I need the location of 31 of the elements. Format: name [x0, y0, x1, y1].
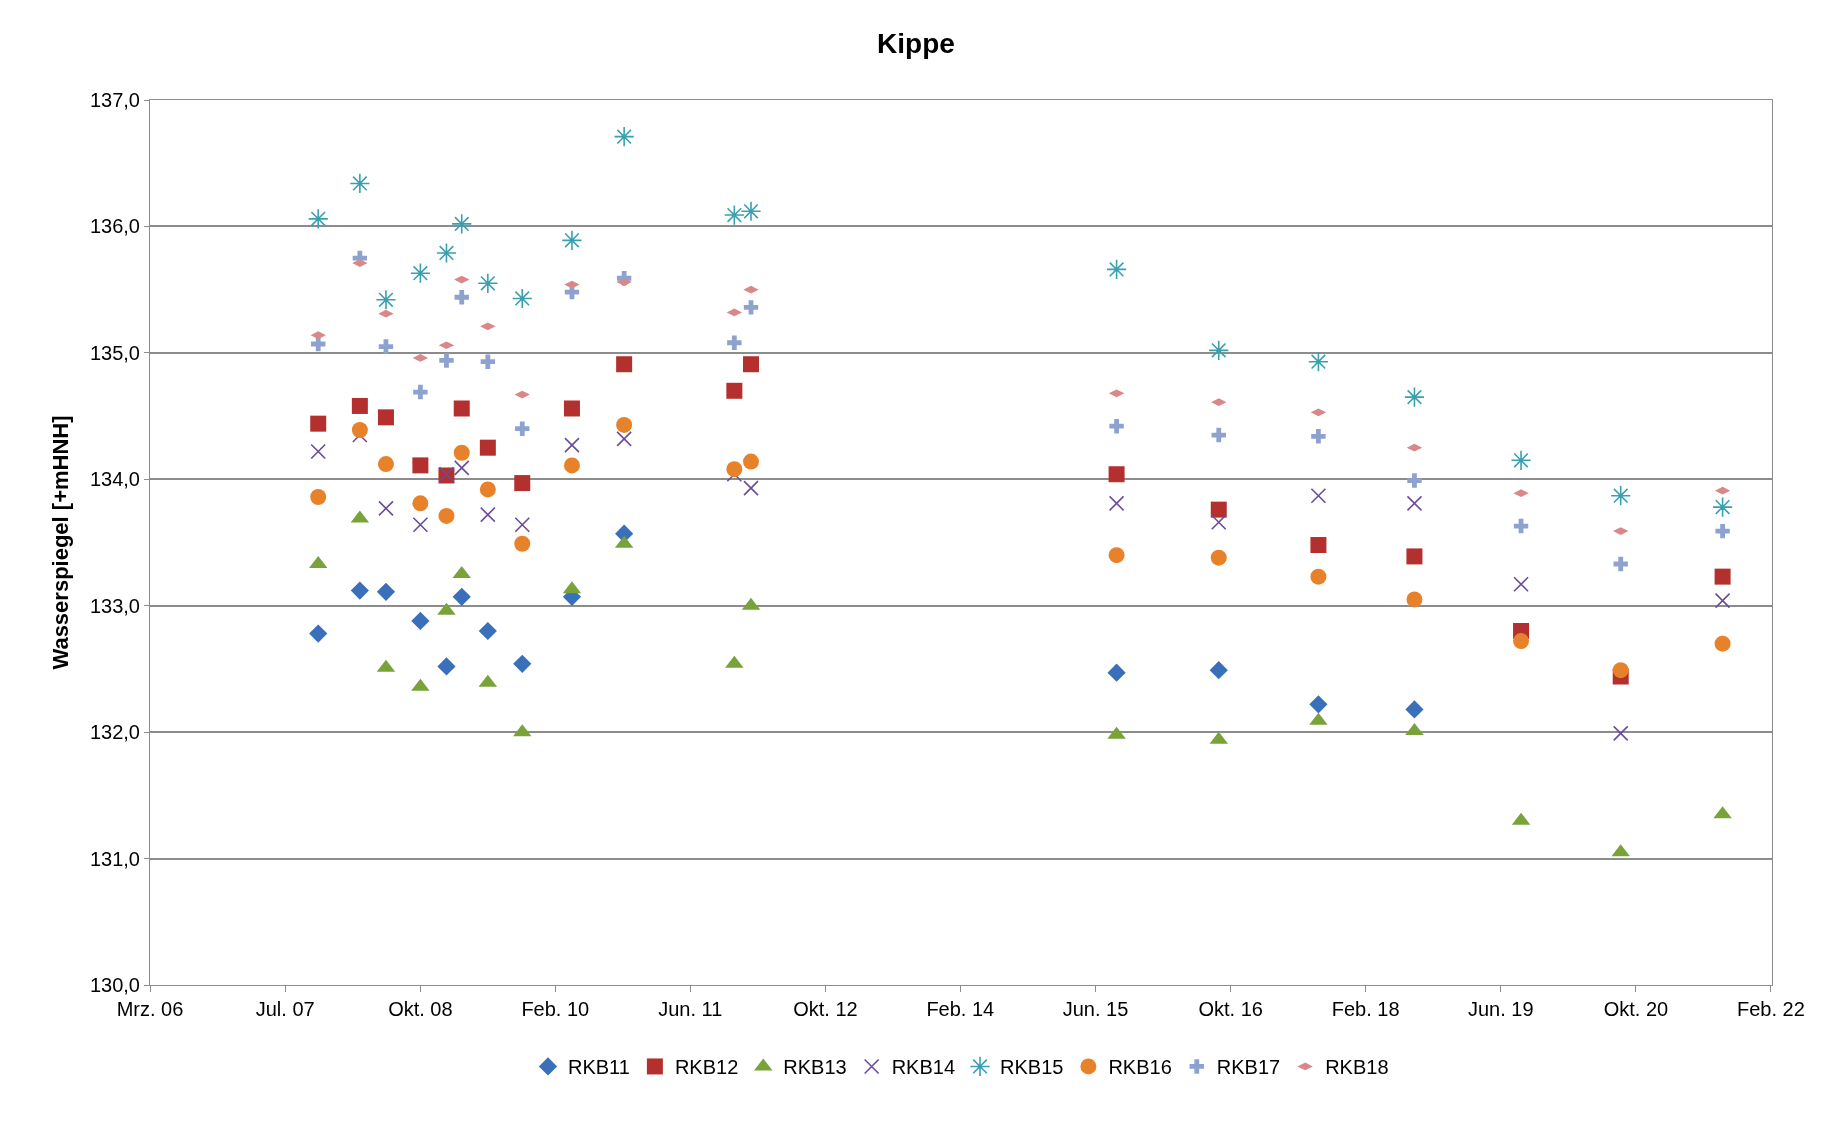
- legend-label: RKB16: [1108, 1056, 1172, 1079]
- y-tick-label: 132,0: [89, 721, 140, 744]
- y-tick-label: 135,0: [89, 341, 140, 364]
- y-tick-label: 130,0: [89, 974, 140, 996]
- y-tick-label: 134,0: [89, 468, 140, 491]
- x-tick-label: Jul. 07: [255, 998, 315, 1020]
- x-tick-label: Mrz. 06: [116, 998, 184, 1020]
- legend-label: RKB12: [674, 1056, 739, 1079]
- x-tick-label: Feb. 22: [1736, 998, 1805, 1020]
- legend-label: RKB13: [783, 1056, 847, 1079]
- x-tick-label: Feb. 14: [926, 998, 995, 1020]
- legend-label: RKB18: [1325, 1056, 1389, 1079]
- y-axis-title: Wasserspiegel [+mHNH]: [47, 415, 73, 670]
- x-tick-label: Jun. 15: [1062, 998, 1129, 1020]
- legend-label: RKB17: [1216, 1056, 1281, 1079]
- x-tick-label: Okt. 08: [388, 998, 453, 1020]
- x-tick-label: Jun. 19: [1467, 998, 1534, 1020]
- legend-label: RKB14: [891, 1056, 956, 1079]
- legend-label: RKB11: [568, 1056, 630, 1079]
- x-tick-label: Okt. 20: [1603, 998, 1669, 1020]
- y-tick-label: 137,0: [89, 89, 140, 111]
- y-tick-label: 131,0: [89, 847, 140, 870]
- y-tick-label: 136,0: [89, 215, 140, 238]
- x-tick-label: Feb. 18: [1331, 998, 1400, 1020]
- x-tick-label: Okt. 16: [1198, 998, 1263, 1020]
- legend-label: RKB15: [1000, 1056, 1064, 1079]
- x-tick-label: Okt. 12: [793, 998, 858, 1020]
- x-tick-label: Jun. 11: [658, 998, 723, 1020]
- chart-title: Kippe: [877, 28, 955, 60]
- x-tick-label: Feb. 10: [521, 998, 590, 1020]
- y-tick-label: 133,0: [89, 594, 140, 617]
